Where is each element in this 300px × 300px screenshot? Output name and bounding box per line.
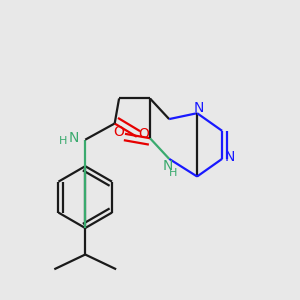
Text: N: N <box>68 131 79 145</box>
Text: N: N <box>194 101 204 115</box>
Text: N: N <box>224 150 235 164</box>
Text: H: H <box>169 168 178 178</box>
Text: N: N <box>163 159 173 173</box>
Text: H: H <box>59 136 67 146</box>
Text: O: O <box>138 127 149 141</box>
Text: O: O <box>113 125 124 139</box>
